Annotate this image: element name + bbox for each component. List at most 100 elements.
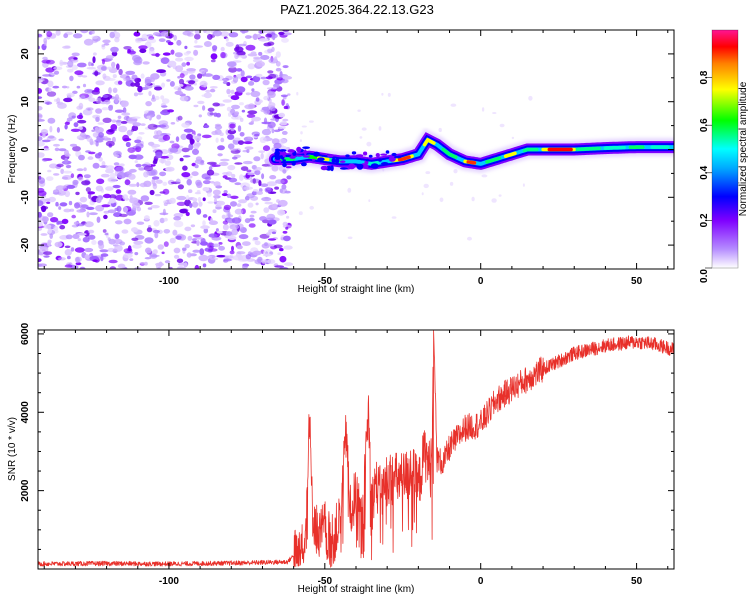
noise-blob (125, 141, 131, 148)
noise-blob (47, 228, 52, 234)
noise-blob (91, 30, 95, 35)
noise-blob (255, 97, 260, 102)
noise-blob (253, 133, 260, 137)
noise-blob (123, 46, 132, 50)
noise-blob (248, 223, 256, 228)
noise-blob (268, 102, 276, 108)
noise-blob (245, 44, 256, 51)
track-fleck (380, 153, 388, 156)
noise-blob (126, 170, 133, 175)
noise-blob (128, 183, 138, 187)
noise-blob (143, 180, 152, 187)
noise-blob (275, 179, 285, 185)
noise-blob (173, 247, 181, 254)
noise-blob (181, 147, 190, 153)
noise-blob (161, 98, 170, 104)
noise-blob (119, 213, 128, 218)
noise-blob (116, 172, 127, 179)
noise-blob (198, 114, 202, 118)
noise-blob (127, 147, 136, 154)
noise-blob (118, 68, 123, 76)
track-fleck (391, 152, 397, 157)
noise-blob (220, 158, 230, 162)
noise-blob (179, 73, 185, 79)
noise-blob (267, 238, 277, 241)
colorbar-label: Normalized spectral amplitude (738, 81, 749, 216)
noise-blob (40, 233, 48, 236)
noise-blob (119, 241, 126, 246)
noise-blob (64, 245, 71, 249)
stray-speckle (467, 236, 472, 241)
noise-blob (237, 43, 247, 47)
noise-blob (115, 166, 125, 173)
noise-blob (42, 133, 46, 138)
track-fleck (285, 166, 292, 169)
noise-blob (159, 217, 165, 224)
noise-blob (205, 30, 211, 34)
noise-blob (47, 241, 51, 247)
noise-blob (199, 69, 206, 75)
noise-blob (150, 143, 161, 148)
noise-blob (94, 70, 99, 77)
noise-blob (236, 68, 243, 72)
noise-blob (185, 211, 190, 217)
noise-blob (82, 109, 93, 116)
noise-blob (198, 201, 203, 207)
noise-blob (62, 170, 72, 174)
track-fleck (302, 146, 310, 149)
noise-blob (56, 220, 60, 226)
noise-blob (178, 78, 185, 85)
stray-speckle (357, 109, 361, 112)
track-fleck (317, 157, 325, 161)
noise-blob (226, 88, 231, 95)
noise-blob (219, 31, 230, 37)
noise-blob (165, 166, 175, 172)
stray-speckle (300, 131, 303, 135)
noise-blob (260, 183, 269, 187)
noise-blob (277, 199, 288, 207)
noise-blob (287, 93, 291, 96)
noise-blob (268, 219, 277, 225)
noise-blob (79, 196, 88, 203)
noise-blob (48, 87, 52, 93)
noise-blob (136, 221, 145, 225)
noise-blob (70, 173, 75, 179)
noise-blob (151, 176, 160, 180)
noise-blob (41, 139, 51, 143)
noise-blob (55, 30, 61, 36)
noise-blob (202, 214, 208, 218)
noise-blob (43, 251, 53, 256)
noise-blob (80, 30, 89, 34)
noise-blob (87, 191, 96, 195)
noise-blob (241, 265, 248, 269)
noise-blob (151, 94, 155, 100)
noise-blob (229, 123, 236, 129)
noise-blob (140, 73, 145, 79)
noise-blob (155, 179, 163, 184)
noise-blob (38, 152, 45, 158)
noise-blob (266, 259, 276, 264)
noise-blob (163, 202, 168, 206)
noise-blob (84, 88, 94, 94)
noise-blob (182, 30, 192, 36)
noise-blob (86, 211, 90, 218)
noise-blob (141, 33, 148, 40)
noise-blob (182, 155, 191, 158)
noise-blob (53, 173, 60, 176)
noise-blob (176, 201, 186, 206)
noise-blob (114, 109, 124, 113)
noise-blob (94, 87, 100, 93)
noise-blob (258, 30, 265, 35)
noise-blob (75, 191, 80, 196)
noise-blob (263, 30, 273, 34)
noise-blob (58, 138, 64, 142)
noise-blob (109, 31, 115, 39)
noise-blob (122, 134, 130, 142)
noise-blob (166, 79, 171, 82)
noise-blob (153, 32, 160, 36)
noise-blob (225, 37, 229, 42)
noise-blob (162, 188, 170, 195)
noise-blob (156, 114, 162, 120)
noise-blob (152, 182, 158, 190)
noise-blob (78, 126, 83, 130)
